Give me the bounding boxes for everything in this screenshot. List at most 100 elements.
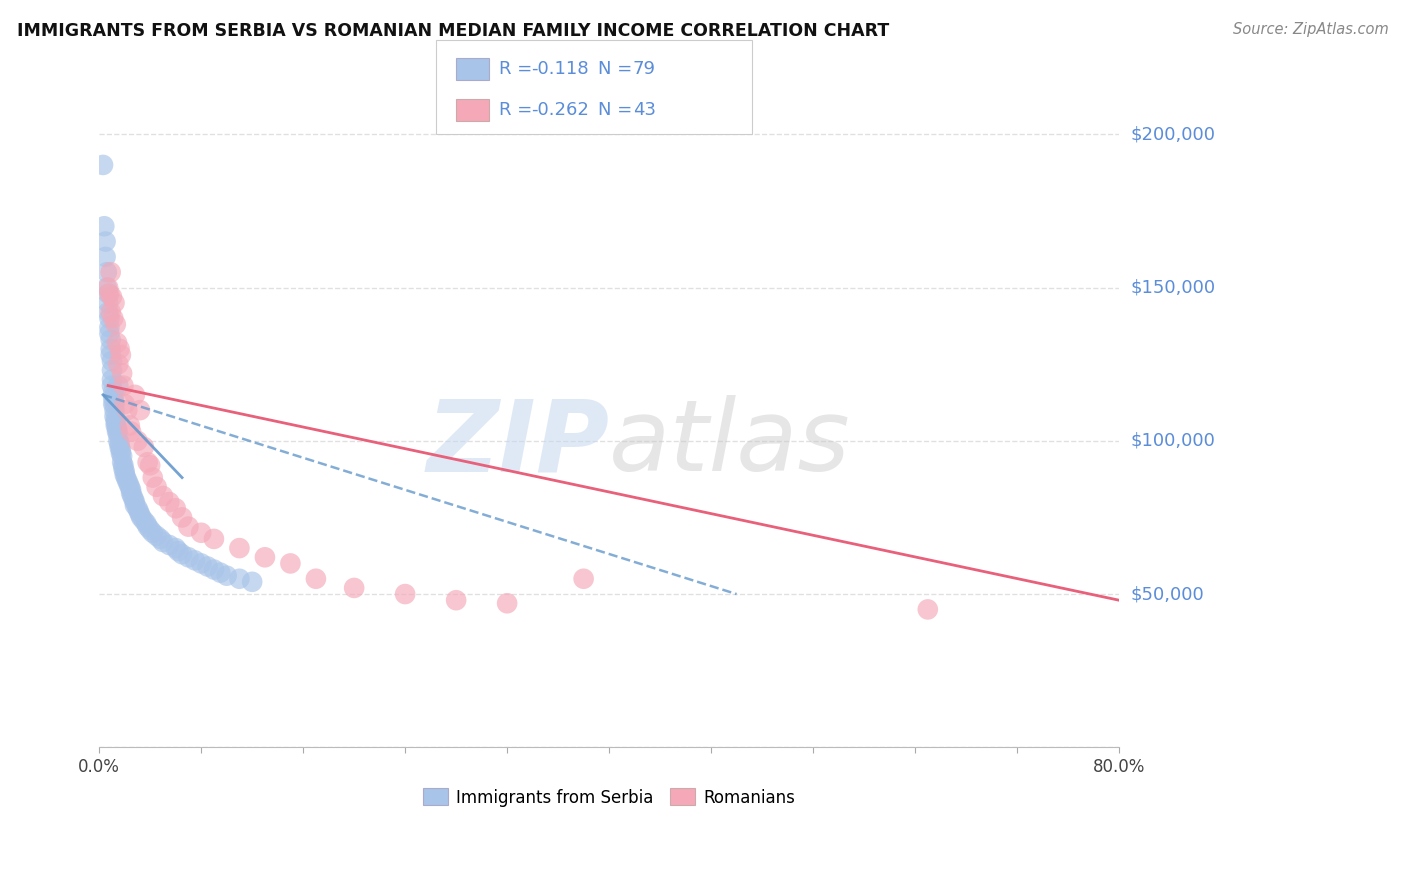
Point <box>177 550 200 565</box>
Point <box>100 348 122 362</box>
Point <box>117 476 139 491</box>
Point <box>136 519 159 533</box>
Point <box>103 296 125 310</box>
Point <box>110 442 132 457</box>
Point <box>152 489 174 503</box>
Point <box>104 412 127 426</box>
Point <box>100 342 122 356</box>
Point <box>142 525 165 540</box>
Point <box>103 403 125 417</box>
Point <box>132 440 155 454</box>
Point <box>124 495 146 509</box>
Point <box>96 265 118 279</box>
Point <box>228 572 250 586</box>
Point <box>118 418 141 433</box>
Point <box>103 311 125 326</box>
Text: Source: ZipAtlas.com: Source: ZipAtlas.com <box>1233 22 1389 37</box>
Point <box>114 397 136 411</box>
Point <box>108 440 131 454</box>
Point <box>112 461 135 475</box>
Point <box>177 519 200 533</box>
Point <box>98 326 121 341</box>
Point <box>128 504 150 518</box>
Point <box>120 483 142 497</box>
Point <box>94 250 117 264</box>
Point <box>105 335 128 350</box>
Point <box>165 501 187 516</box>
Point <box>152 535 174 549</box>
Point <box>111 455 134 469</box>
Point <box>104 318 127 332</box>
Point <box>112 378 135 392</box>
Text: IMMIGRANTS FROM SERBIA VS ROMANIAN MEDIAN FAMILY INCOME CORRELATION CHART: IMMIGRANTS FROM SERBIA VS ROMANIAN MEDIA… <box>17 22 889 40</box>
Point <box>91 158 114 172</box>
Point <box>117 474 139 488</box>
Point <box>101 363 124 377</box>
Point <box>157 538 180 552</box>
Point <box>110 446 132 460</box>
Point <box>97 286 120 301</box>
Point <box>100 305 122 319</box>
Point <box>112 458 135 473</box>
Point <box>167 544 190 558</box>
Point <box>157 495 180 509</box>
Point <box>107 434 129 448</box>
Point <box>124 388 146 402</box>
Text: $50,000: $50,000 <box>1130 585 1204 603</box>
Point <box>110 348 132 362</box>
Point <box>127 434 149 448</box>
Point <box>129 510 152 524</box>
Point <box>135 516 157 531</box>
Point <box>96 280 118 294</box>
Point <box>103 391 125 405</box>
Point <box>111 367 134 381</box>
Point <box>122 491 145 506</box>
Point <box>103 409 125 424</box>
Point <box>103 388 125 402</box>
Legend: Immigrants from Serbia, Romanians: Immigrants from Serbia, Romanians <box>416 781 801 814</box>
Point <box>170 510 193 524</box>
Point <box>139 523 162 537</box>
Point <box>97 280 120 294</box>
Point <box>240 574 263 589</box>
Point <box>97 296 120 310</box>
Point <box>120 486 142 500</box>
Point <box>124 498 146 512</box>
Point <box>343 581 366 595</box>
Point <box>121 489 143 503</box>
Point <box>108 437 131 451</box>
Point <box>197 559 219 574</box>
Point <box>496 596 519 610</box>
Point <box>114 467 136 482</box>
Point <box>120 425 142 439</box>
Point <box>101 372 124 386</box>
Point <box>129 403 152 417</box>
Point <box>145 480 167 494</box>
Point <box>115 470 138 484</box>
Point <box>98 320 121 334</box>
Point <box>202 532 225 546</box>
Point <box>97 305 120 319</box>
Point <box>136 455 159 469</box>
Point <box>94 235 117 249</box>
Point <box>280 557 302 571</box>
Point <box>190 557 212 571</box>
Point <box>170 547 193 561</box>
Text: -0.118: -0.118 <box>531 60 589 78</box>
Point <box>108 342 131 356</box>
Point <box>104 418 127 433</box>
Point <box>103 397 125 411</box>
Point <box>127 501 149 516</box>
Point <box>190 525 212 540</box>
Point <box>444 593 467 607</box>
Text: 79: 79 <box>633 60 655 78</box>
Point <box>572 572 595 586</box>
Point <box>202 563 225 577</box>
Point <box>394 587 416 601</box>
Point <box>107 427 129 442</box>
Point <box>98 311 121 326</box>
Point <box>253 550 276 565</box>
Point <box>228 541 250 555</box>
Point <box>149 532 172 546</box>
Point <box>103 384 125 399</box>
